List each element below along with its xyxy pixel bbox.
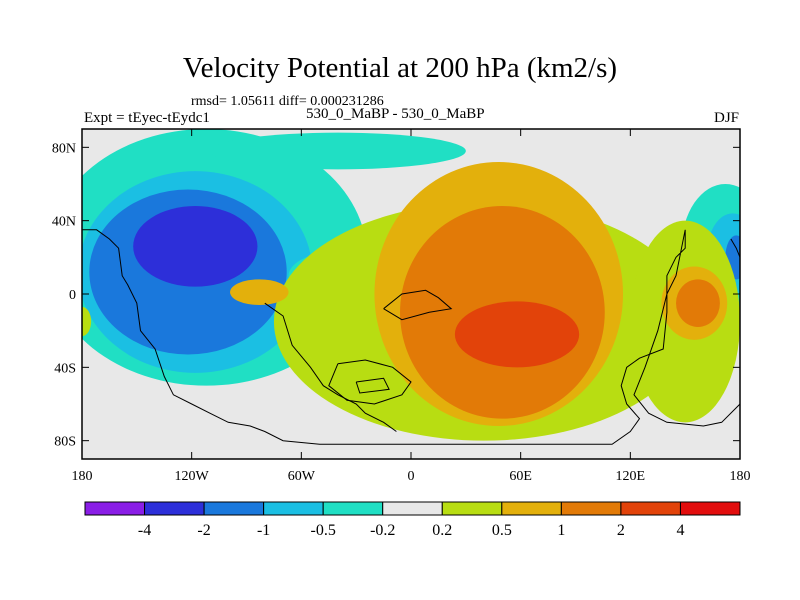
colorbar-label: -0.2 <box>370 522 395 539</box>
colorbar: -4 -2 -1 -0.5 -0.2 0.2 0.5 1 2 4 <box>84 501 741 539</box>
coastline-0 <box>82 229 740 445</box>
colorbar-swatch <box>560 501 622 516</box>
season-label: DJF <box>713 110 739 126</box>
y-tick-label: 80N <box>52 141 76 156</box>
colorbar-swatch <box>263 501 324 516</box>
contour-region-pos-west-19 <box>230 279 289 305</box>
contour-region-pos-east-18 <box>676 279 720 327</box>
x-tick-label: 120E <box>616 469 646 484</box>
x-tick-label: 180 <box>72 469 93 484</box>
y-tick-label: 80S <box>54 435 76 450</box>
colorbar-label: -2 <box>197 522 210 539</box>
y-tick-label: 0 <box>69 288 76 303</box>
contour-region-pos-edge-20 <box>82 306 92 337</box>
experiment-label: Expt = tEyec-tEydc1 <box>84 110 210 126</box>
axes: 180 120W 60W 0 60E 120E 180 80N 40N 0 40S 80S <box>52 128 751 484</box>
coastline-2 <box>328 359 412 405</box>
colorbar-label: 2 <box>617 522 625 539</box>
x-tick-label: 180 <box>730 469 751 484</box>
contour-region-pos-main-15 <box>454 301 580 368</box>
contour-fill-layer <box>82 129 740 459</box>
chart-title: Velocity Potential at 200 hPa (km2/s) <box>182 52 618 84</box>
coastline-layer <box>82 229 740 445</box>
stats-label: rmsd= 1.05611 diff= 0.000231286 <box>191 94 384 109</box>
coastline-4 <box>383 289 453 321</box>
colorbar-label: 4 <box>676 522 684 539</box>
colorbar-swatch <box>84 501 146 516</box>
coastline-1 <box>264 302 397 432</box>
coastline-5 <box>730 238 740 258</box>
colorbar-swatch <box>322 501 384 516</box>
x-tick-label: 120W <box>175 469 210 484</box>
y-tick-label: 40S <box>54 361 76 376</box>
y-tick-label: 40N <box>52 215 76 230</box>
case-label: 530_0_MaBP - 530_0_MaBP <box>306 106 485 122</box>
colorbar-label: -1 <box>257 522 270 539</box>
contour-region-neg-main-3 <box>133 206 258 287</box>
colorbar-swatch <box>382 501 443 516</box>
colorbar-label: -4 <box>138 522 151 539</box>
colorbar-label: 0.5 <box>492 522 512 539</box>
colorbar-swatch <box>203 501 265 516</box>
contour-region-neg-north-6 <box>209 132 466 170</box>
colorbar-swatch <box>620 501 681 516</box>
colorbar-swatch <box>441 501 503 516</box>
x-tick-label: 60E <box>509 469 532 484</box>
colorbar-swatch <box>144 501 205 516</box>
colorbar-swatch <box>679 501 741 516</box>
x-tick-label: 0 <box>408 469 415 484</box>
colorbar-label: -0.5 <box>311 522 336 539</box>
x-tick-label: 60W <box>288 469 316 484</box>
coastline-3 <box>355 377 390 394</box>
colorbar-label: 0.2 <box>432 522 452 539</box>
colorbar-swatch <box>501 501 562 516</box>
colorbar-label: 1 <box>557 522 565 539</box>
